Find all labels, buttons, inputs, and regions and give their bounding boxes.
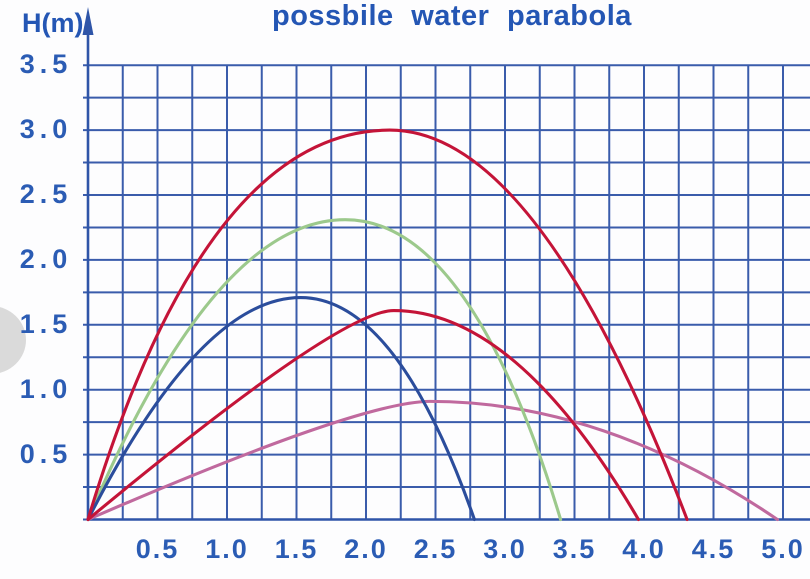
x-tick-label: 4.5 [691, 534, 736, 564]
x-tick-label: 3.5 [552, 534, 597, 564]
x-tick-label: 2.0 [344, 534, 388, 564]
x-tick-label: 1.5 [274, 534, 319, 564]
x-tick-label: 4.0 [622, 534, 666, 564]
y-tick-label: 3.5 [19, 49, 73, 80]
x-tick-label: 1.0 [205, 534, 249, 564]
x-tick-label: 2.5 [413, 534, 458, 564]
pink-flat-parabola [86, 399, 779, 522]
y-tick-label: 1.5 [19, 308, 73, 339]
green-parabola [86, 218, 563, 522]
y-tick-label: 0.5 [19, 438, 73, 469]
low-red-parabola [86, 308, 640, 522]
x-tick-label: 5.0 [761, 534, 805, 564]
y-tick-label: 2.0 [19, 243, 73, 274]
y-tick-label: 3.0 [19, 114, 73, 145]
blue-parabola [86, 295, 476, 522]
parabola-curves [86, 128, 779, 522]
grid [83, 64, 810, 521]
x-tick-label: 0.5 [135, 534, 180, 564]
x-tick-label: 3.0 [483, 534, 527, 564]
tall-red-parabola [86, 128, 689, 522]
y-axis-title: H(m) [22, 8, 84, 38]
y-axis [82, 7, 810, 521]
chart-title: possbile water parabola [272, 0, 632, 32]
y-tick-label: 2.5 [19, 179, 73, 209]
y-tick-label: 1.0 [19, 373, 73, 404]
